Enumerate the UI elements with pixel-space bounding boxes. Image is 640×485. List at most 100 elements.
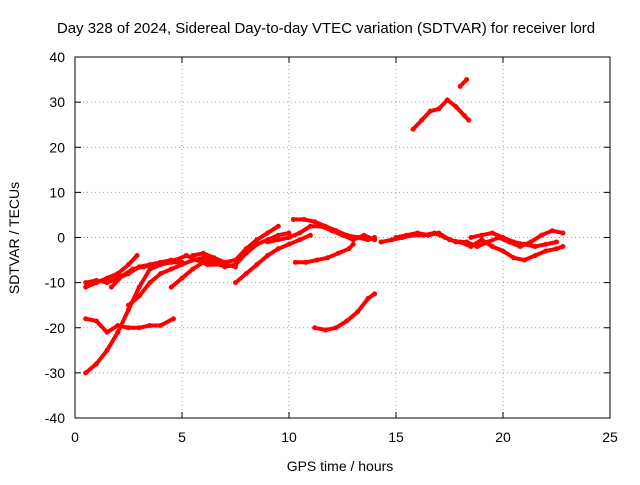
data-point — [312, 219, 318, 225]
data-point — [254, 262, 260, 268]
data-point — [183, 253, 189, 259]
data-point — [254, 237, 260, 243]
data-point — [354, 309, 360, 315]
data-point — [361, 232, 367, 238]
data-point — [543, 241, 549, 247]
data-point — [179, 275, 185, 281]
data-point — [307, 223, 313, 229]
data-point — [560, 244, 566, 250]
chart-title: Day 328 of 2024, Sidereal Day-to-day VTE… — [57, 20, 595, 37]
y-tick-label: -10 — [45, 275, 65, 291]
data-point — [511, 239, 517, 245]
data-point — [500, 235, 506, 240]
series-arc-8 — [190, 223, 281, 265]
data-point — [222, 264, 228, 270]
data-point — [115, 329, 121, 335]
data-point — [393, 235, 399, 240]
data-point — [427, 108, 433, 114]
data-point — [170, 316, 176, 322]
data-point — [275, 237, 281, 243]
data-point — [461, 113, 467, 119]
y-tick-label: -30 — [45, 365, 65, 381]
x-tick-label: 0 — [71, 429, 79, 445]
data-point — [389, 237, 395, 243]
data-point — [532, 253, 538, 259]
data-point — [190, 253, 196, 259]
data-point — [333, 228, 339, 234]
data-point — [134, 253, 140, 259]
data-point — [190, 257, 196, 263]
data-point — [549, 228, 555, 234]
data-point — [115, 271, 121, 277]
x-tick-label: 20 — [495, 429, 511, 445]
y-tick-label: -40 — [45, 410, 65, 426]
axis-ticks: 0 5 10 15 20 25 -40 -30 -20 -10 0 10 20 30 40 — [45, 49, 618, 445]
data-point — [425, 232, 431, 238]
data-point — [93, 277, 99, 283]
data-point — [275, 223, 281, 229]
data-point — [200, 255, 206, 261]
data-point — [457, 83, 463, 89]
data-point — [479, 237, 485, 243]
data-point — [233, 262, 238, 268]
data-point — [404, 232, 410, 238]
data-point — [444, 97, 450, 103]
data-point — [211, 259, 217, 265]
data-point — [511, 255, 517, 261]
data-point — [314, 257, 320, 263]
data-point — [335, 250, 341, 256]
data-point — [365, 237, 371, 243]
data-point — [136, 325, 142, 331]
data-point — [243, 246, 249, 252]
data-point — [290, 216, 296, 222]
data-point — [168, 284, 174, 290]
x-tick-label: 25 — [602, 429, 618, 445]
data-point — [233, 257, 238, 263]
data-point — [346, 246, 352, 252]
data-point — [528, 239, 534, 245]
series-arc-15 — [393, 230, 566, 263]
data-point — [243, 271, 249, 277]
data-point — [286, 235, 292, 240]
data-point — [147, 322, 153, 328]
series-arc-1 — [83, 253, 140, 290]
data-point — [93, 361, 99, 367]
data-point — [179, 262, 185, 268]
data-point — [297, 237, 303, 243]
data-point — [372, 291, 378, 297]
data-point — [333, 325, 339, 331]
data-point — [211, 255, 217, 261]
x-tick-label: 5 — [178, 429, 186, 445]
data-point — [464, 77, 470, 83]
data-point — [457, 239, 463, 245]
data-point — [93, 318, 99, 324]
y-tick-label: 20 — [49, 139, 65, 155]
data-point — [173, 257, 179, 263]
data-point — [233, 280, 238, 286]
data-point — [301, 216, 307, 222]
data-point — [265, 253, 271, 259]
data-point — [275, 246, 281, 252]
data-point — [265, 230, 271, 236]
data-point — [292, 259, 298, 265]
data-point — [543, 248, 549, 254]
data-point — [222, 259, 228, 265]
data-point — [151, 262, 157, 268]
data-point — [136, 284, 142, 290]
data-point — [126, 325, 131, 331]
data-point — [532, 244, 538, 250]
data-point — [554, 239, 559, 245]
series-group — [83, 77, 566, 376]
data-point — [410, 126, 416, 132]
y-axis-label: SDTVAR / TECUs — [6, 182, 22, 294]
data-point — [350, 241, 356, 247]
data-point — [322, 223, 328, 229]
data-point — [489, 230, 495, 236]
data-point — [365, 295, 371, 301]
data-point — [265, 239, 271, 245]
data-point — [200, 259, 206, 265]
data-point — [83, 316, 89, 322]
data-point — [126, 307, 131, 313]
